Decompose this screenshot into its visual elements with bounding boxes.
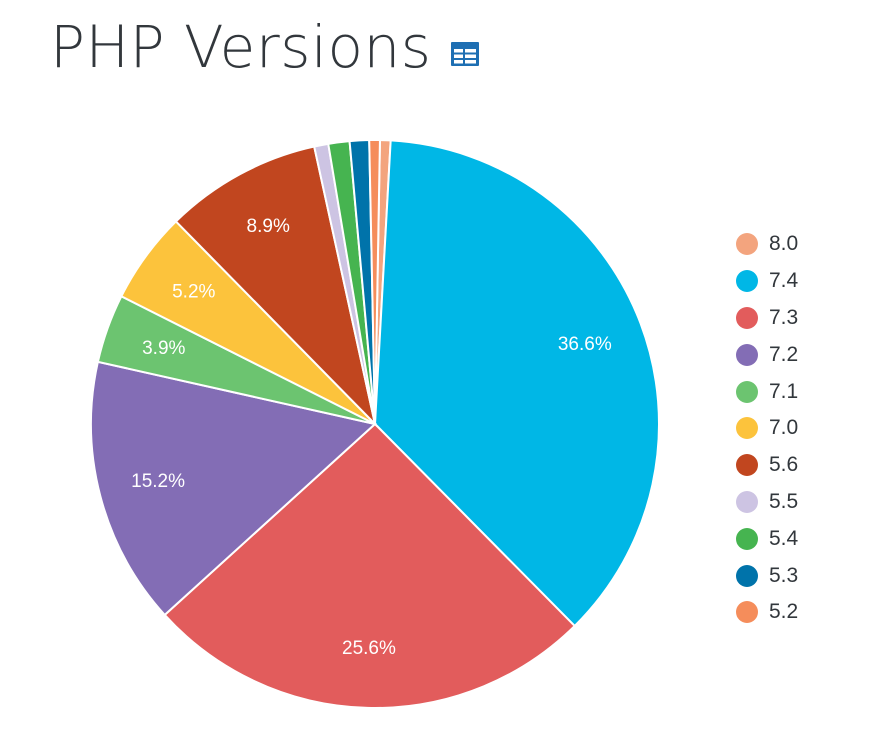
chart-legend: 8.0 7.4 7.3 7.2 7.1 7.0 5.6 5.5 5.4 5.3 5.2 bbox=[736, 226, 798, 631]
legend-swatch bbox=[736, 527, 758, 550]
legend-label: 7.2 bbox=[769, 342, 799, 366]
legend-item-5-4[interactable]: 5.4 bbox=[736, 520, 798, 557]
legend-swatch bbox=[736, 454, 758, 477]
pie-labels: 36.6% 25.6% 15.2% 3.9% 5.2% 8.9% bbox=[131, 216, 612, 659]
pie-slice-7-3[interactable] bbox=[163, 422, 577, 709]
legend-swatch bbox=[736, 417, 758, 440]
table-icon[interactable] bbox=[450, 41, 480, 67]
slice-label-7-2: 15.2% bbox=[131, 471, 185, 492]
pie-slice-7-4[interactable] bbox=[373, 139, 660, 628]
legend-swatch bbox=[736, 564, 758, 587]
legend-swatch bbox=[736, 270, 758, 293]
slice-label-7-4: 36.6% bbox=[558, 334, 612, 355]
slice-label-7-3: 25.6% bbox=[342, 638, 396, 659]
legend-item-8-0[interactable]: 8.0 bbox=[736, 226, 798, 263]
legend-label: 5.2 bbox=[769, 600, 799, 624]
legend-item-7-4[interactable]: 7.4 bbox=[736, 263, 798, 300]
legend-swatch bbox=[736, 343, 758, 366]
legend-label: 5.3 bbox=[769, 563, 799, 587]
legend-swatch bbox=[736, 233, 758, 256]
legend-label: 7.3 bbox=[769, 305, 799, 329]
slice-label-5-6: 8.9% bbox=[247, 216, 290, 237]
legend-label: 7.1 bbox=[769, 379, 799, 403]
legend-item-5-3[interactable]: 5.3 bbox=[736, 557, 798, 594]
pie-slice-5-2[interactable] bbox=[368, 139, 381, 425]
legend-label: 8.0 bbox=[769, 232, 799, 256]
legend-item-5-6[interactable]: 5.6 bbox=[736, 447, 798, 484]
legend-swatch bbox=[736, 490, 758, 513]
chart-header: PHP Versions bbox=[50, 18, 480, 76]
page-title: PHP Versions bbox=[50, 13, 432, 81]
legend-item-7-1[interactable]: 7.1 bbox=[736, 373, 798, 410]
pie-slices bbox=[90, 139, 660, 709]
legend-swatch bbox=[736, 306, 758, 329]
pie-slice-5-6[interactable] bbox=[174, 145, 377, 428]
legend-item-7-3[interactable]: 7.3 bbox=[736, 300, 798, 337]
legend-item-7-0[interactable]: 7.0 bbox=[736, 410, 798, 447]
legend-label: 5.4 bbox=[769, 526, 799, 550]
legend-item-5-5[interactable]: 5.5 bbox=[736, 484, 798, 521]
pie-slice-7-2[interactable] bbox=[90, 360, 378, 617]
legend-label: 7.0 bbox=[769, 416, 799, 440]
slice-label-7-1: 3.9% bbox=[142, 338, 185, 359]
slice-label-7-0: 5.2% bbox=[172, 281, 215, 302]
legend-item-5-2[interactable]: 5.2 bbox=[736, 594, 798, 631]
legend-label: 5.5 bbox=[769, 489, 799, 513]
legend-label: 7.4 bbox=[769, 269, 799, 293]
legend-item-7-2[interactable]: 7.2 bbox=[736, 336, 798, 373]
legend-label: 5.6 bbox=[769, 453, 799, 477]
legend-swatch bbox=[736, 601, 758, 624]
legend-swatch bbox=[736, 380, 758, 403]
